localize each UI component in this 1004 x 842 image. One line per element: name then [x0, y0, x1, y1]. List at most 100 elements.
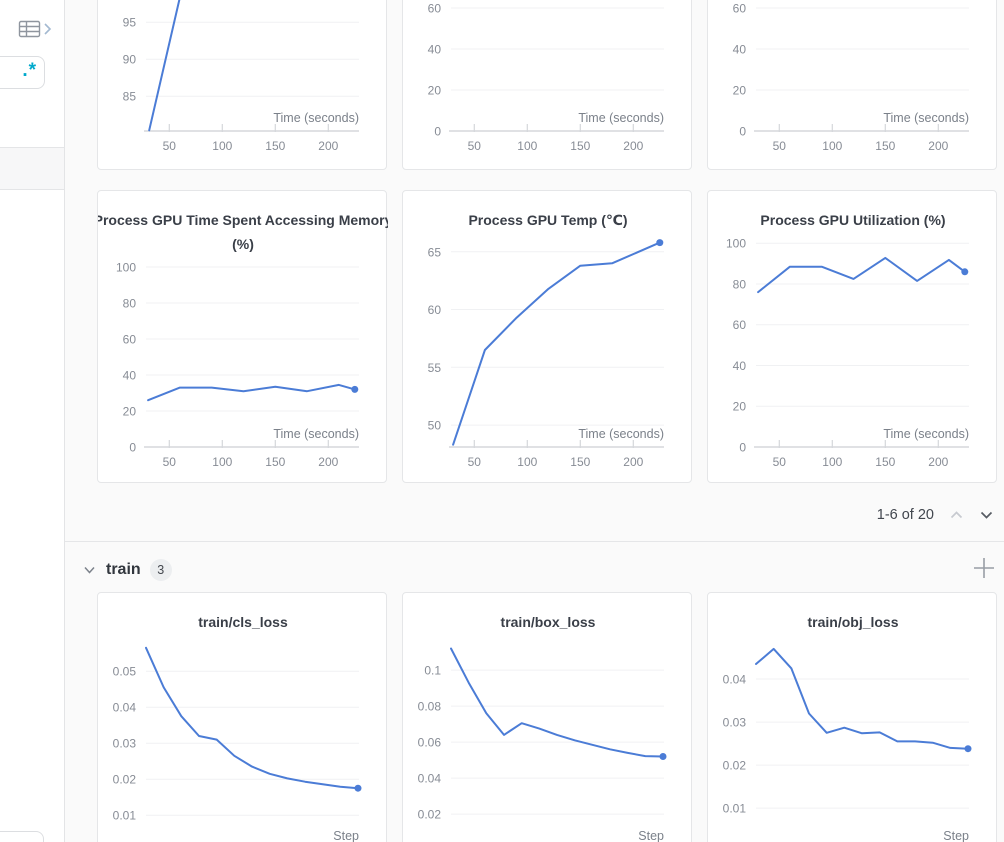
- svg-text:0.01: 0.01: [723, 802, 747, 816]
- panel-gpu-memory-access[interactable]: 0 20 40 60 80 100 50 100 150 200 Time (seconds) Pro…: [94, 190, 393, 483]
- panel-train-obj-loss[interactable]: 0.01 0.02 0.03 0.04 Step train/obj_loss: [707, 592, 997, 842]
- svg-text:0.05: 0.05: [113, 665, 137, 679]
- svg-text:Time (seconds): Time (seconds): [883, 427, 969, 441]
- svg-text:20: 20: [123, 405, 137, 419]
- svg-text:0.04: 0.04: [113, 701, 137, 715]
- chevron-down-icon: [980, 511, 992, 519]
- svg-text:200: 200: [623, 455, 643, 469]
- svg-text:Step: Step: [333, 829, 359, 842]
- collapse-section-button[interactable]: [81, 562, 97, 578]
- svg-text:50: 50: [163, 455, 177, 469]
- svg-text:50: 50: [773, 455, 787, 469]
- svg-text:150: 150: [265, 455, 285, 469]
- svg-text:0: 0: [739, 441, 746, 455]
- regex-icon: .*: [22, 60, 37, 81]
- panel-gpu-utilization[interactable]: 0 20 40 60 80 100 50 100 150 200 Time (seconds) Pro…: [707, 190, 997, 483]
- svg-text:0.03: 0.03: [723, 716, 747, 730]
- chart-top-right[interactable]: 0 20 40 60 50 100 150 200 Time (seconds): [708, 0, 996, 169]
- svg-text:85: 85: [123, 90, 137, 104]
- svg-text:60: 60: [428, 303, 442, 317]
- section-divider: [65, 541, 1004, 542]
- svg-text:0.01: 0.01: [113, 809, 137, 823]
- svg-text:90: 90: [123, 53, 137, 67]
- svg-text:50: 50: [163, 139, 177, 153]
- svg-text:0.08: 0.08: [418, 700, 442, 714]
- panel-gpu-metric-2[interactable]: 0 20 40 60 50 100 150 200 Time (seconds): [402, 0, 692, 170]
- svg-text:0.02: 0.02: [113, 773, 137, 787]
- svg-text:60: 60: [123, 333, 137, 347]
- panel-train-box-loss[interactable]: 0.02 0.04 0.06 0.08 0.1 Step train/box_loss: [402, 592, 692, 842]
- svg-text:0: 0: [129, 441, 136, 455]
- chart-train-box-loss[interactable]: 0.02 0.04 0.06 0.08 0.1 Step train/box_loss: [403, 593, 691, 842]
- chevron-down-icon: [83, 566, 95, 574]
- sidebar-section-band: [0, 147, 64, 190]
- svg-text:Time (seconds): Time (seconds): [578, 111, 664, 125]
- svg-text:Time (seconds): Time (seconds): [273, 111, 359, 125]
- svg-text:20: 20: [428, 84, 442, 98]
- panel-gpu-metric-3[interactable]: 0 20 40 60 50 100 150 200 Time (seconds): [707, 0, 997, 170]
- svg-text:Time (seconds): Time (seconds): [273, 427, 359, 441]
- panel-gpu-metric-1[interactable]: 85 90 95 50 100 150 200 Time (seconds): [97, 0, 387, 170]
- svg-text:150: 150: [570, 455, 590, 469]
- sidebar: .*: [0, 0, 65, 842]
- plus-icon: [974, 558, 994, 578]
- train-section-header: train 3: [81, 556, 172, 584]
- add-panel-button[interactable]: [973, 557, 995, 579]
- svg-text:150: 150: [875, 455, 895, 469]
- chevron-up-icon: [950, 511, 962, 519]
- regex-toggle-button[interactable]: .*: [0, 56, 45, 89]
- svg-text:50: 50: [773, 139, 787, 153]
- panel-train-cls-loss[interactable]: 0.01 0.02 0.03 0.04 0.05 Step train/cls_loss: [97, 592, 387, 842]
- svg-text:100: 100: [726, 237, 746, 251]
- chart-gpu-memory-access[interactable]: 0 20 40 60 80 100 50 100 150 200 Time (seconds) Pro…: [94, 191, 393, 482]
- svg-text:150: 150: [875, 139, 895, 153]
- svg-text:0: 0: [739, 125, 746, 139]
- svg-text:40: 40: [733, 43, 747, 57]
- svg-text:100: 100: [116, 261, 136, 275]
- page-up-button[interactable]: [948, 507, 964, 523]
- svg-text:150: 150: [570, 139, 590, 153]
- chart-train-obj-loss[interactable]: 0.01 0.02 0.03 0.04 Step train/obj_loss: [708, 593, 996, 842]
- panel-table-button[interactable]: [17, 18, 55, 42]
- svg-text:95: 95: [123, 16, 137, 30]
- svg-text:Step: Step: [943, 829, 969, 842]
- svg-text:60: 60: [733, 2, 747, 16]
- chart-gpu-temp[interactable]: 50 55 60 65 50 100 150 200 Time (seconds) Process…: [403, 191, 691, 482]
- svg-text:Process GPU Utilization (%): Process GPU Utilization (%): [760, 212, 945, 228]
- svg-text:100: 100: [822, 139, 842, 153]
- svg-text:0.02: 0.02: [723, 759, 747, 773]
- svg-text:train/box_loss: train/box_loss: [501, 614, 596, 630]
- section-title: train: [106, 561, 141, 578]
- svg-text:100: 100: [212, 139, 232, 153]
- chevron-right-icon: [44, 23, 52, 35]
- svg-text:40: 40: [733, 359, 747, 373]
- chart-top-left[interactable]: 85 90 95 50 100 150 200 Time (seconds): [98, 0, 386, 169]
- chart-gpu-utilization[interactable]: 0 20 40 60 80 100 50 100 150 200 Time (seconds) Pro…: [708, 191, 996, 482]
- svg-text:100: 100: [517, 139, 537, 153]
- svg-text:55: 55: [428, 361, 442, 375]
- chart-top-middle[interactable]: 0 20 40 60 50 100 150 200 Time (seconds): [403, 0, 691, 169]
- svg-text:200: 200: [928, 455, 948, 469]
- svg-text:100: 100: [822, 455, 842, 469]
- svg-text:Time (seconds): Time (seconds): [578, 427, 664, 441]
- chart-train-cls-loss[interactable]: 0.01 0.02 0.03 0.04 0.05 Step train/cls_loss: [98, 593, 386, 842]
- svg-text:200: 200: [623, 139, 643, 153]
- panel-gpu-temp[interactable]: 50 55 60 65 50 100 150 200 Time (seconds) Process…: [402, 190, 692, 483]
- svg-text:150: 150: [265, 139, 285, 153]
- svg-text:200: 200: [318, 139, 338, 153]
- svg-text:0.03: 0.03: [113, 737, 137, 751]
- svg-text:200: 200: [318, 455, 338, 469]
- svg-text:train/cls_loss: train/cls_loss: [198, 614, 288, 630]
- svg-text:100: 100: [212, 455, 232, 469]
- svg-text:60: 60: [733, 318, 747, 332]
- svg-text:0.04: 0.04: [723, 673, 747, 687]
- page-down-button[interactable]: [978, 507, 994, 523]
- svg-text:0.02: 0.02: [418, 808, 442, 822]
- svg-text:0: 0: [434, 125, 441, 139]
- svg-text:80: 80: [123, 297, 137, 311]
- svg-text:40: 40: [123, 369, 137, 383]
- svg-text:100: 100: [517, 455, 537, 469]
- cropped-floating-panel[interactable]: [0, 831, 44, 842]
- section-count-badge: 3: [149, 559, 172, 581]
